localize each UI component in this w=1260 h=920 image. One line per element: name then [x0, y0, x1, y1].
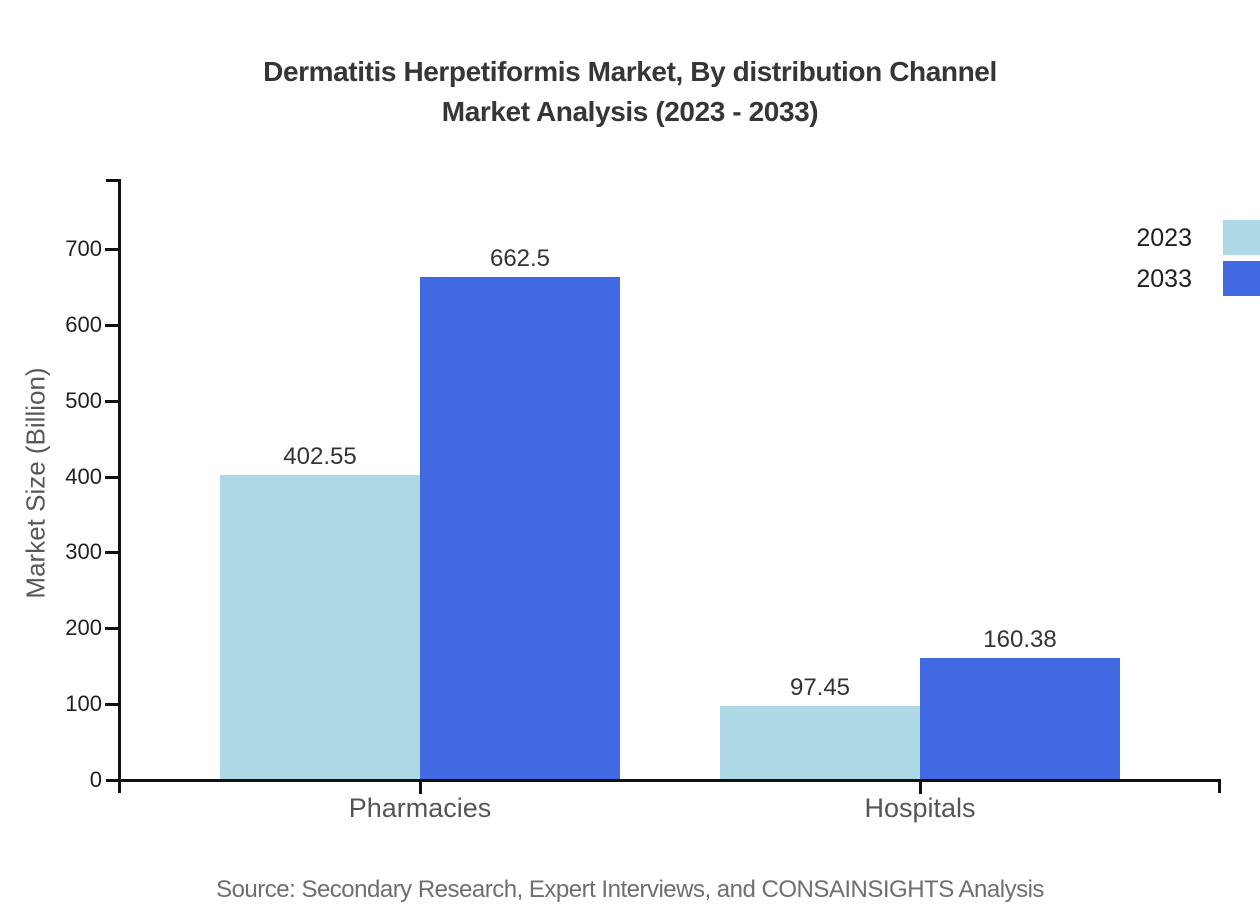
y-tick-mark	[105, 248, 119, 251]
y-tick-mark	[105, 627, 119, 630]
y-tick-mark	[105, 400, 119, 403]
y-tick-label: 600	[65, 312, 102, 337]
y-tick-mark	[105, 703, 119, 706]
category-label-pharmacies: Pharmacies	[348, 793, 492, 823]
bar-value-label: 662.5	[489, 245, 551, 272]
x-axis-end-cap	[1218, 779, 1221, 793]
x-tick-mark	[419, 779, 422, 794]
bar-pharmacies-2023	[220, 475, 420, 780]
chart-title-line-1: Dermatitis Herpetiformis Market, By dist…	[263, 56, 997, 87]
y-tick-mark	[105, 476, 119, 479]
chart-title-line-2: Market Analysis (2023 - 2033)	[441, 96, 819, 127]
y-tick-mark	[105, 324, 119, 327]
y-tick-label: 100	[65, 691, 102, 716]
y-tick-label: 500	[65, 388, 102, 413]
bar-value-label: 97.45	[789, 674, 851, 701]
chart-title: Dermatitis Herpetiformis Market, By dist…	[0, 52, 1260, 132]
y-tick-label: 300	[65, 539, 102, 564]
bar-value-label: 402.55	[283, 443, 357, 470]
source-note: Source: Secondary Research, Expert Inter…	[216, 876, 1044, 903]
legend-label-2023: 2023	[1136, 224, 1192, 252]
y-tick-label: 200	[65, 615, 102, 640]
y-tick-label: 700	[65, 236, 102, 261]
legend-label-2033: 2033	[1136, 265, 1192, 293]
y-axis-line	[118, 179, 121, 793]
y-tick-label: 0	[89, 767, 102, 792]
bar-pharmacies-2033	[420, 277, 620, 780]
bar-hospitals-2023	[720, 706, 920, 780]
legend-swatch-2023	[1223, 220, 1260, 255]
y-axis-top-cap	[106, 179, 121, 182]
bar-hospitals-2033	[920, 658, 1120, 780]
x-axis-line	[106, 779, 1221, 782]
y-tick-mark	[105, 551, 119, 554]
category-label-hospitals: Hospitals	[864, 793, 976, 823]
bar-value-label: 160.38	[983, 626, 1057, 653]
y-tick-label: 400	[65, 464, 102, 489]
legend-swatch-2033	[1223, 261, 1260, 296]
x-tick-mark	[919, 779, 922, 794]
